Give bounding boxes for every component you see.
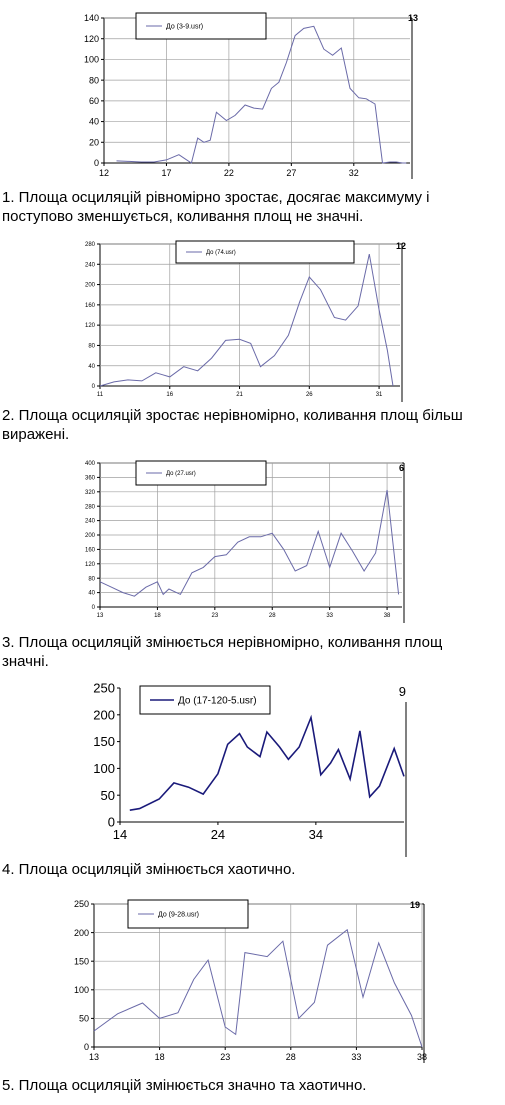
chart-2-svg: 0 40 80 120 160 200 240 280 11 16 21 26 31 До (74.usr… (85, 240, 406, 402)
y-tick-label: 200 (85, 533, 96, 539)
y-tick-label: 120 (85, 562, 96, 568)
chart-5: 0 50 100 150 200 250 13 18 23 28 33 38 До (9-28.usr)… (64, 894, 436, 1068)
corner-label: 19 (410, 900, 420, 910)
series-line (99, 489, 400, 597)
y-tick-label: 0 (108, 815, 115, 830)
x-tick-label: 11 (97, 392, 104, 398)
y-tick-label: 80 (89, 75, 99, 85)
y-tick-label: 160 (85, 548, 96, 554)
x-tick-label: 28 (269, 613, 276, 619)
y-tick-label: 40 (88, 364, 95, 370)
y-tick-label: 0 (94, 158, 99, 168)
series-line (129, 714, 405, 811)
series-line (93, 928, 423, 1048)
x-tick-label: 31 (376, 392, 383, 398)
y-tick-label: 120 (84, 34, 99, 44)
x-tick-label: 27 (286, 168, 296, 178)
chart-4: 0 50 100 150 200 250 14 24 34 До (17-120-5.usr) 9 (84, 680, 422, 857)
x-tick-label: 34 (309, 827, 323, 842)
y-tick-label: 150 (74, 956, 89, 966)
x-tick-label: 22 (224, 168, 234, 178)
y-tick-label: 360 (85, 476, 96, 482)
y-tick-label: 40 (89, 117, 99, 127)
caption-5: 5. Площа осциляцій змінюється значно та … (2, 1077, 367, 1094)
y-tick-label: 320 (85, 490, 96, 496)
series-line (99, 253, 394, 387)
y-tick-label: 100 (74, 985, 89, 995)
y-tick-label: 40 (88, 591, 95, 597)
chart-2: 0 40 80 120 160 200 240 280 11 16 21 26 31 До (74.usr… (85, 238, 418, 402)
y-tick-label: 0 (92, 605, 96, 611)
caption-4: 4. Площа осциляцій змінюється хаотично. (2, 861, 296, 878)
x-tick-label: 33 (351, 1052, 361, 1062)
legend-label: До (17-120-5.usr) (178, 696, 257, 707)
y-tick-label: 250 (74, 899, 89, 909)
y-tick-label: 100 (93, 761, 115, 776)
x-tick-label: 12 (99, 168, 109, 178)
y-tick-label: 150 (93, 734, 115, 749)
y-tick-label: 240 (85, 519, 96, 525)
x-tick-label: 38 (384, 613, 391, 619)
corner-label: 6 (399, 463, 404, 473)
caption-2: 2. Площа осциляцій зростає нерівномірно,… (2, 407, 463, 443)
chart-4-svg: 0 50 100 150 200 250 14 24 34 До (17-120-5.usr) 9 (93, 681, 407, 857)
x-tick-label: 18 (155, 1052, 165, 1062)
y-tick-label: 200 (74, 928, 89, 938)
legend-label: До (3-9.usr) (166, 23, 203, 30)
corner-label: 13 (408, 13, 418, 23)
y-tick-label: 280 (85, 504, 96, 510)
chart-5-svg: 0 50 100 150 200 250 13 18 23 28 33 38 До (9-28.usr)… (74, 899, 427, 1063)
legend-label: До (9-28.usr) (158, 911, 199, 918)
chart-3-svg: 0 40 80 120 160 200 240 280 320 360 400 13 18 23 28 33 3… (85, 460, 405, 623)
y-tick-label: 200 (93, 707, 115, 722)
corner-label: 12 (396, 241, 406, 251)
legend-box (175, 240, 355, 264)
caption-1: 1. Площа осциляцій рівномірно зростає, д… (2, 189, 430, 225)
y-tick-label: 160 (85, 303, 96, 309)
y-tick-label: 200 (85, 283, 96, 289)
y-tick-label: 60 (89, 96, 99, 106)
x-tick-label: 24 (211, 827, 225, 842)
x-tick-label: 14 (113, 827, 127, 842)
y-tick-label: 140 (84, 13, 99, 23)
x-tick-label: 38 (417, 1052, 427, 1062)
y-tick-label: 400 (85, 461, 96, 467)
chart-1-svg: 0 20 40 60 80 100 120 140 12 17 22 27 32 До (3-9.usr)… (84, 12, 418, 179)
chart-3: 0 40 80 120 160 200 240 280 320 360 400 13 18 23 28 33 3… (85, 457, 418, 623)
x-tick-label: 18 (154, 613, 161, 619)
x-tick-label: 21 (236, 392, 243, 398)
caption-3: 3. Площа осциляцій змінюється нерівномір… (2, 634, 443, 670)
x-tick-label: 32 (349, 168, 359, 178)
x-tick-label: 33 (326, 613, 333, 619)
corner-label: 9 (399, 684, 406, 699)
y-tick-label: 20 (89, 137, 99, 147)
y-tick-label: 80 (88, 344, 95, 350)
x-tick-label: 23 (211, 613, 218, 619)
series-line (116, 25, 407, 164)
y-tick-label: 50 (79, 1014, 89, 1024)
y-tick-label: 250 (93, 681, 115, 696)
x-tick-label: 26 (306, 392, 313, 398)
x-tick-label: 28 (286, 1052, 296, 1062)
x-tick-label: 13 (89, 1052, 99, 1062)
legend-label: До (27.usr) (166, 471, 196, 477)
y-tick-label: 100 (84, 55, 99, 65)
y-tick-label: 0 (84, 1042, 89, 1052)
x-tick-label: 16 (166, 392, 173, 398)
y-tick-label: 50 (101, 788, 115, 803)
y-tick-label: 280 (85, 242, 96, 248)
y-tick-label: 80 (88, 576, 95, 582)
y-tick-label: 240 (85, 262, 96, 268)
x-tick-label: 17 (161, 168, 171, 178)
x-tick-label: 23 (220, 1052, 230, 1062)
legend-label: До (74.usr) (206, 250, 236, 256)
y-tick-label: 0 (92, 384, 96, 390)
chart-1: 0 20 40 60 80 100 120 140 12 17 22 27 32 До (3-9.usr)… (78, 8, 423, 180)
x-tick-label: 13 (97, 613, 104, 619)
y-tick-label: 120 (85, 323, 96, 329)
